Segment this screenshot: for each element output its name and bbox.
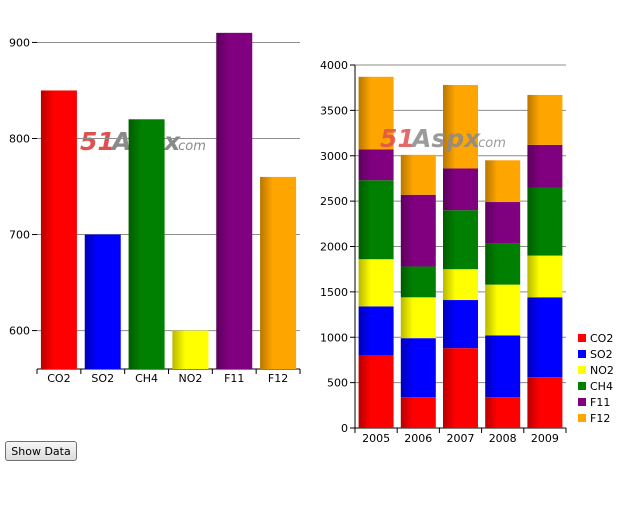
left-x-tick-label: CO2 xyxy=(47,372,70,385)
legend-swatch-ch4 xyxy=(578,382,586,390)
watermark-aspx: Aspx xyxy=(410,124,481,153)
right-y-tick-label: 1500 xyxy=(320,286,348,299)
show-data-button[interactable]: Show Data xyxy=(5,441,77,461)
left-y-tick-label: 800 xyxy=(9,132,30,145)
left-bar-f12 xyxy=(260,176,297,369)
right-bar-2005-ch4 xyxy=(358,180,394,260)
legend-swatch-f11 xyxy=(578,398,586,406)
right-y-tick-label: 3000 xyxy=(320,150,348,163)
right-stacked-bar-chart: 0 500 1000 1500 2000 2500 3000 3500 4000 2005 2006… xyxy=(320,59,567,445)
right-bar-2005-so2 xyxy=(358,306,394,356)
right-bar-2008-no2 xyxy=(485,284,521,336)
right-bar-2007-so2 xyxy=(443,300,478,349)
right-y-tick-label: 2500 xyxy=(320,195,348,208)
left-y-tick-label: 700 xyxy=(9,229,30,242)
chart-legend: CO2 SO2 NO2 CH4 F11 F12 xyxy=(578,332,614,425)
right-x-tick-label: 2005 xyxy=(362,432,390,445)
right-bar-2007-no2 xyxy=(443,269,478,301)
left-bar-co2 xyxy=(40,90,77,369)
right-bar-2008-f11 xyxy=(485,202,521,244)
right-bar-2006-f12 xyxy=(400,154,436,195)
right-y-tick-label: 2000 xyxy=(320,241,348,254)
watermark-com: .com xyxy=(174,139,206,154)
right-x-tick-label: 2006 xyxy=(404,432,432,445)
right-bar-2007-f12 xyxy=(443,84,478,169)
left-bar-no2 xyxy=(172,330,209,369)
right-bar-2006-f11 xyxy=(400,194,436,267)
left-bar-so2 xyxy=(84,234,121,369)
right-bar-2006-no2 xyxy=(400,297,436,339)
right-bar-2009-f11 xyxy=(527,144,563,188)
left-x-tick-label: SO2 xyxy=(91,372,114,385)
right-bar-2005-f12 xyxy=(358,76,394,150)
watermark-com: .com xyxy=(474,136,506,151)
right-bar-2007-ch4 xyxy=(443,210,478,270)
legend-label-so2: SO2 xyxy=(590,348,613,361)
legend-swatch-co2 xyxy=(578,334,586,342)
left-bar-f11 xyxy=(216,32,253,369)
watermark-51: 51 xyxy=(80,127,115,156)
right-y-tick-label: 0 xyxy=(341,422,348,435)
legend-label-co2: CO2 xyxy=(590,332,613,345)
right-x-tick-label: 2009 xyxy=(531,432,559,445)
right-y-tick-label: 3500 xyxy=(320,104,348,117)
right-y-tick-label: 4000 xyxy=(320,59,348,72)
right-bar-2008-so2 xyxy=(485,335,521,398)
right-bar-2007-f11 xyxy=(443,168,478,211)
right-bar-2006-ch4 xyxy=(400,266,436,298)
right-bar-2008-ch4 xyxy=(485,243,521,285)
left-x-tick-label: F12 xyxy=(268,372,288,385)
right-bar-2005-no2 xyxy=(358,259,394,307)
legend-swatch-so2 xyxy=(578,350,586,358)
legend-swatch-no2 xyxy=(578,366,586,374)
right-bar-2009-no2 xyxy=(527,255,563,298)
right-bar-2009-so2 xyxy=(527,297,563,378)
right-bar-2008-co2 xyxy=(485,397,521,428)
right-bar-2005-co2 xyxy=(358,355,394,428)
watermark-51: 51 xyxy=(380,124,415,153)
right-bar-2009-ch4 xyxy=(527,187,563,256)
right-bar-2007-co2 xyxy=(443,348,478,428)
right-x-tick-label: 2008 xyxy=(489,432,517,445)
legend-label-f12: F12 xyxy=(590,412,610,425)
legend-label-f11: F11 xyxy=(590,396,610,409)
legend-label-ch4: CH4 xyxy=(590,380,613,393)
right-bar-2009-f12 xyxy=(527,94,563,145)
right-y-tick-label: 500 xyxy=(327,377,348,390)
right-bar-2005-f11 xyxy=(358,149,394,181)
right-bar-2009-co2 xyxy=(527,377,563,428)
right-bar-2006-co2 xyxy=(400,397,436,428)
left-x-tick-label: F11 xyxy=(224,372,244,385)
watermark-logo-right: 51 Aspx .com xyxy=(380,124,506,153)
left-y-tick-label: 600 xyxy=(9,325,30,338)
left-y-tick-label: 900 xyxy=(9,36,30,49)
right-x-tick-label: 2007 xyxy=(447,432,475,445)
legend-label-no2: NO2 xyxy=(590,364,614,377)
right-bar-2008-f12 xyxy=(485,160,521,203)
left-bar-ch4 xyxy=(128,119,165,369)
legend-swatch-f12 xyxy=(578,414,586,422)
right-y-tick-label: 1000 xyxy=(320,331,348,344)
left-x-tick-label: CH4 xyxy=(135,372,158,385)
right-bar-2006-so2 xyxy=(400,338,436,398)
left-bar-chart: 600 700 800 900 CO2 SO2 CH4 NO2 F11 F12 xyxy=(9,32,301,385)
left-x-tick-label: NO2 xyxy=(178,372,202,385)
